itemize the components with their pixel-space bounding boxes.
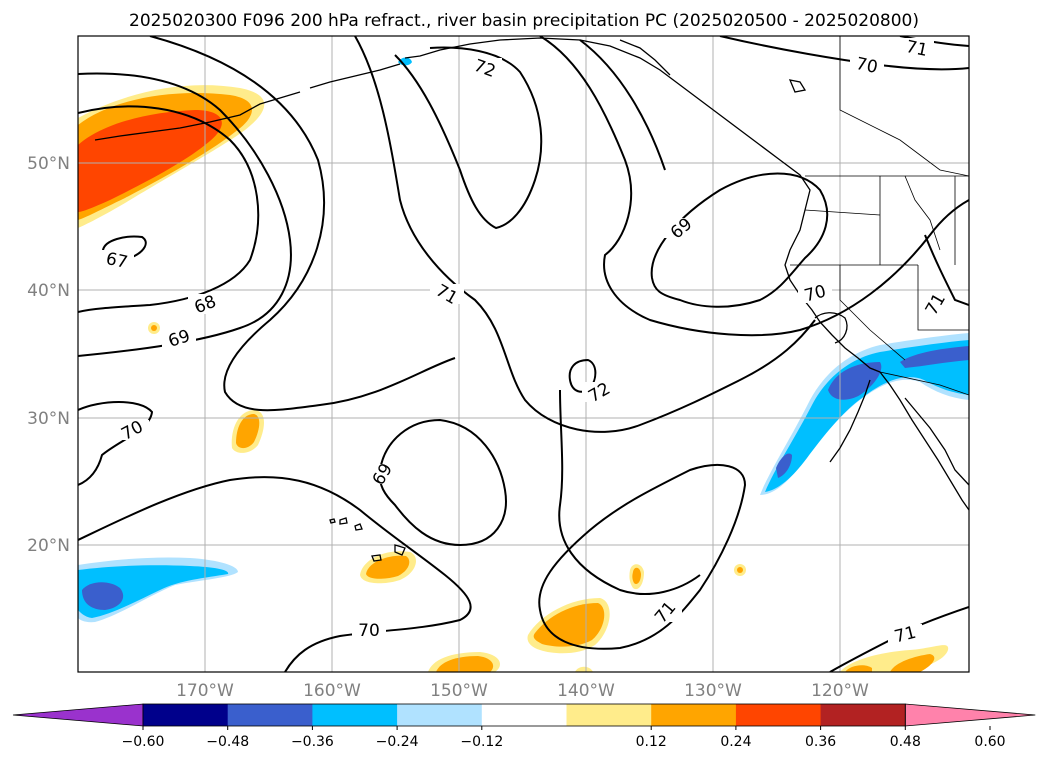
refractivity-contours <box>78 36 969 672</box>
contour-71-ne <box>899 36 969 47</box>
contour-70-east <box>579 39 666 171</box>
colorbar-label: 0.60 <box>974 734 1005 750</box>
lon-label: 170°W <box>176 681 234 701</box>
colorbar-swatch <box>735 704 822 726</box>
colorbar-swatch <box>312 704 398 726</box>
shade-se-skyblue <box>765 340 969 492</box>
colorbar-outline <box>142 703 906 727</box>
lon-label: 130°W <box>684 681 742 701</box>
colorbar-label: −0.60 <box>122 734 165 750</box>
borders <box>790 36 969 396</box>
lon-label: 160°W <box>303 681 361 701</box>
contour-68 <box>78 105 260 313</box>
lon-label: 120°W <box>811 681 869 701</box>
colorbar-swatch <box>227 704 313 726</box>
shade-sw-royal <box>82 582 124 610</box>
colorbar-label: 0.24 <box>720 734 751 750</box>
map-frame <box>77 35 970 673</box>
contour-label: 70 <box>358 621 380 641</box>
contour-72-north <box>394 46 543 230</box>
contour-label: 67 <box>104 249 129 273</box>
colorbar-label: −0.12 <box>460 734 503 750</box>
lat-label: 50°N <box>27 154 70 174</box>
shade-nw-red <box>78 110 222 212</box>
longitude-labels: 170°W 160°W 150°W 140°W 130°W 120°W <box>176 681 869 701</box>
colorbar-swatch <box>820 704 906 726</box>
colorbar-swatch <box>651 704 737 726</box>
colorbar-label: −0.48 <box>206 734 249 750</box>
contour-69-south <box>378 418 507 547</box>
lon-label: 140°W <box>557 681 615 701</box>
colorbar: −0.60 −0.48 −0.36 −0.24 −0.12 0.12 0.24 0.36 0.4… <box>12 703 1036 750</box>
colorbar-swatch <box>397 704 483 726</box>
colorbar-label: 0.48 <box>890 734 921 750</box>
lon-label: 150°W <box>430 681 488 701</box>
coastlines <box>94 37 969 562</box>
contour-69-east <box>650 172 829 308</box>
colorbar-swatch <box>566 704 652 726</box>
lat-label: 20°N <box>27 536 70 556</box>
contour-labels: 72 71 70 67 68 69 71 70 69 72 71 70 69 <box>100 37 950 647</box>
latitude-labels: 50°N 40°N 30°N 20°N <box>27 154 70 556</box>
map-title: 2025020300 F096 200 hPa refract., river … <box>129 11 919 31</box>
colorbar-label: 0.36 <box>805 734 836 750</box>
contour-71-e <box>924 234 969 306</box>
colorbar-swatch <box>481 704 567 726</box>
colorbar-swatch <box>143 704 229 726</box>
colorbar-extend-max <box>904 703 1036 727</box>
lat-label: 40°N <box>27 281 70 301</box>
shade-se-royal <box>828 362 882 400</box>
colorbar-label: −0.24 <box>376 734 419 750</box>
contour-label: 71 <box>904 37 929 61</box>
contour-70-south <box>78 476 472 672</box>
contour-label: 70 <box>854 54 879 78</box>
contour-71-south <box>538 464 747 650</box>
contour-71-north <box>539 36 969 337</box>
colorbar-extend-min <box>12 703 144 727</box>
contour-71-center <box>354 36 816 433</box>
colorbar-label: −0.36 <box>291 734 334 750</box>
contour-70-north <box>149 36 456 412</box>
lat-label: 30°N <box>27 409 70 429</box>
colorbar-label: 0.12 <box>636 734 667 750</box>
contour-72-center <box>568 358 597 393</box>
map-area: 72 71 70 67 68 69 71 70 69 72 71 70 69 <box>78 36 969 672</box>
